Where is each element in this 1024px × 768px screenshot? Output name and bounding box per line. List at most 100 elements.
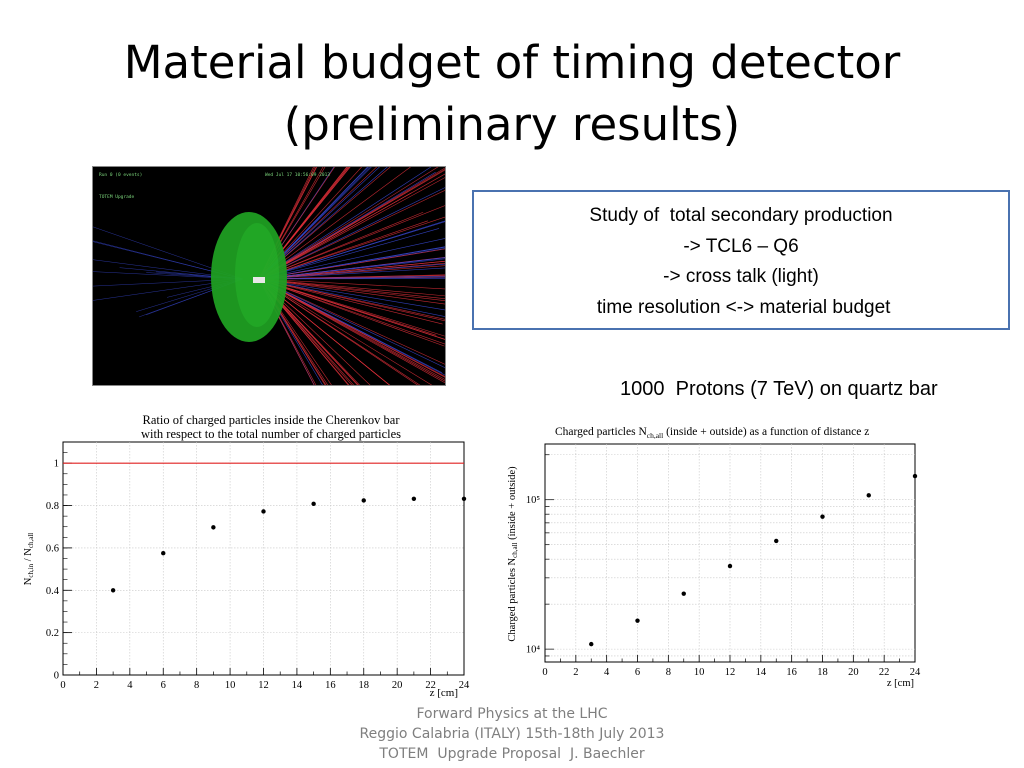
ratio-data-point	[261, 509, 266, 514]
footer-line-1: Forward Physics at the LHC	[416, 706, 608, 722]
count-y-tick-label: 10⁵	[526, 495, 541, 506]
count-x-tick-label: 6	[635, 667, 640, 678]
sim-track	[258, 278, 445, 337]
study-info-box: Study of total secondary production -> T…	[472, 190, 1010, 330]
sim-track	[258, 167, 445, 280]
count-data-point	[866, 493, 871, 498]
ratio-chart-subtitle: with respect to the total number of char…	[141, 427, 401, 441]
ratio-x-tick-label: 16	[325, 680, 336, 691]
ratio-chart-title: Ratio of charged particles inside the Ch…	[143, 413, 401, 427]
info-line-3: -> cross talk (light)	[663, 266, 819, 287]
sim-track	[258, 205, 445, 280]
count-data-point	[681, 591, 686, 596]
sim-track	[258, 238, 445, 280]
sim-track	[258, 167, 411, 280]
sim-label-date: Wed Jul 17 10:56:09 2013	[265, 172, 330, 178]
sim-track	[258, 278, 445, 317]
sim-track	[258, 278, 371, 385]
count-data-point	[774, 538, 779, 544]
simulation-render: Run 0 (0 events) Wed Jul 17 10:56:09 201…	[93, 167, 445, 385]
count-points	[589, 473, 918, 647]
ratio-y-tick-label: 0.8	[46, 501, 59, 512]
count-x-tick-label: 22	[879, 667, 890, 678]
sim-track	[258, 278, 445, 365]
info-line-4: time resolution <-> material budget	[591, 296, 891, 318]
footer-line-3: TOTEM Upgrade Proposal J. Baechler	[379, 746, 645, 762]
sim-track	[258, 216, 445, 280]
sim-track	[258, 267, 445, 280]
ratio-y-tick-label: 1	[54, 459, 59, 470]
sim-track	[258, 248, 445, 280]
count-x-label: z [cm]	[887, 678, 914, 689]
ratio-data-point	[311, 501, 316, 507]
sim-track	[258, 167, 391, 280]
ratio-y-tick-label: 0.2	[46, 628, 59, 639]
ratio-points	[110, 496, 467, 593]
footer-line-2: Reggio Calabria (ITALY) 15th-18th July 2…	[359, 726, 665, 742]
sim-track	[258, 278, 445, 300]
ratio-chart: Ratio of charged particles inside the Ch…	[23, 413, 470, 698]
ratio-y-tick-label: 0.6	[46, 543, 59, 554]
slide-title: Material budget of timing detector (prel…	[60, 32, 964, 156]
ratio-x-tick-label: 24	[459, 680, 470, 691]
sim-track	[258, 278, 421, 385]
sim-track	[258, 167, 388, 280]
ratio-x-tick-label: 2	[94, 680, 99, 691]
count-data-point	[589, 641, 594, 647]
ratio-y-tick-label: 0	[54, 671, 59, 682]
sim-track	[258, 278, 349, 385]
sim-track	[258, 278, 445, 302]
count-x-tick-label: 24	[910, 667, 921, 678]
sim-track	[258, 265, 445, 280]
sim-track	[258, 278, 332, 385]
sim-track	[258, 246, 445, 280]
ratio-x-tick-label: 10	[225, 680, 236, 691]
sim-track	[258, 278, 445, 290]
sim-track	[258, 263, 445, 280]
ratio-y-label: Nch,in / Nch,all	[23, 533, 35, 586]
sim-track	[258, 278, 445, 280]
sim-track	[258, 278, 445, 369]
sim-track	[258, 275, 445, 280]
count-data-point	[727, 563, 733, 569]
ratio-x-tick-label: 14	[292, 680, 303, 691]
ratio-data-point	[461, 496, 467, 501]
sim-track	[258, 278, 445, 378]
quartz-bar	[253, 277, 265, 283]
sim-track	[258, 278, 443, 325]
sim-track	[258, 187, 445, 280]
detector-highlight	[235, 223, 279, 327]
count-y-tick-label: 10⁴	[526, 645, 541, 656]
info-line-1: Study of total secondary production	[589, 205, 893, 226]
count-x-tick-label: 18	[817, 667, 828, 678]
sim-track	[258, 261, 445, 280]
sim-track	[258, 278, 418, 385]
ratio-y-tick-label: 0.4	[46, 586, 60, 597]
sim-track	[258, 278, 445, 347]
sim-track	[258, 278, 445, 305]
count-x-tick-label: 10	[694, 667, 705, 678]
sim-track	[258, 220, 428, 280]
sim-track	[258, 278, 445, 320]
ratio-x-tick-label: 22	[425, 680, 436, 691]
count-grid	[545, 444, 915, 662]
slide-footer: Forward Physics at the LHC Reggio Calabr…	[300, 704, 724, 764]
sim-track	[258, 278, 445, 382]
sim-track	[258, 278, 445, 297]
ratio-x-tick-label: 0	[60, 680, 65, 691]
sim-track	[258, 167, 368, 280]
sim-track	[258, 177, 445, 280]
ratio-x-tick-label: 20	[392, 680, 403, 691]
ratio-grid	[63, 442, 464, 675]
sim-track	[258, 167, 372, 280]
count-data-point	[635, 618, 640, 623]
count-x-tick-label: 2	[573, 667, 578, 678]
count-data-point	[820, 514, 825, 519]
sim-track	[258, 278, 445, 384]
ratio-data-point	[211, 525, 216, 530]
sim-track	[258, 278, 445, 340]
sim-track	[258, 167, 432, 280]
count-data-point	[912, 473, 918, 479]
